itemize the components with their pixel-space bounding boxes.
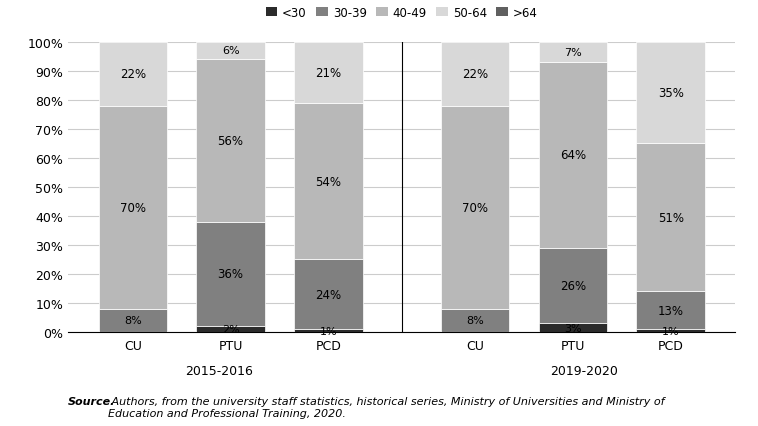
Text: 26%: 26% [560,279,586,292]
Bar [196,43,265,60]
Text: 2019-2020: 2019-2020 [550,364,618,377]
Text: 8%: 8% [124,316,142,326]
Legend: <30, 30-39, 40-49, 50-64, >64: <30, 30-39, 40-49, 50-64, >64 [261,2,543,25]
Text: 70%: 70% [120,201,146,214]
Bar [539,324,607,332]
Text: 22%: 22% [120,68,146,81]
Bar [441,309,509,332]
Bar [637,43,705,144]
Text: 2015-2016: 2015-2016 [186,364,253,377]
Text: 24%: 24% [315,288,341,301]
Text: Authors, from the university staff statistics, historical series, Ministry of Un: Authors, from the university staff stati… [108,396,664,418]
Text: 21%: 21% [315,66,341,80]
Text: 1%: 1% [320,326,337,336]
Bar [99,309,167,332]
Text: 36%: 36% [218,268,243,281]
Bar [196,222,265,326]
Text: 2%: 2% [221,324,240,334]
Text: Source.: Source. [68,396,115,406]
Text: 35%: 35% [658,87,684,100]
Bar [539,248,607,324]
Bar [196,60,265,222]
Bar [637,329,705,332]
Bar [294,43,362,104]
Text: 54%: 54% [315,175,341,188]
Bar [539,63,607,248]
Text: 70%: 70% [462,201,488,214]
Bar [441,43,509,106]
Bar [637,144,705,292]
Text: 13%: 13% [658,304,684,317]
Bar [196,326,265,332]
Text: 7%: 7% [564,48,582,58]
Bar [637,292,705,329]
Text: 56%: 56% [218,135,243,147]
Text: 22%: 22% [462,68,488,81]
Bar [539,43,607,63]
Text: 1%: 1% [662,326,679,336]
Bar [294,329,362,332]
Bar [294,104,362,260]
Text: 51%: 51% [658,211,684,225]
Bar [99,43,167,106]
Bar [294,260,362,329]
Text: 3%: 3% [564,323,581,333]
Bar [99,106,167,309]
Bar [441,106,509,309]
Text: 64%: 64% [560,149,586,162]
Text: 6%: 6% [222,46,240,56]
Text: 8%: 8% [466,316,484,326]
